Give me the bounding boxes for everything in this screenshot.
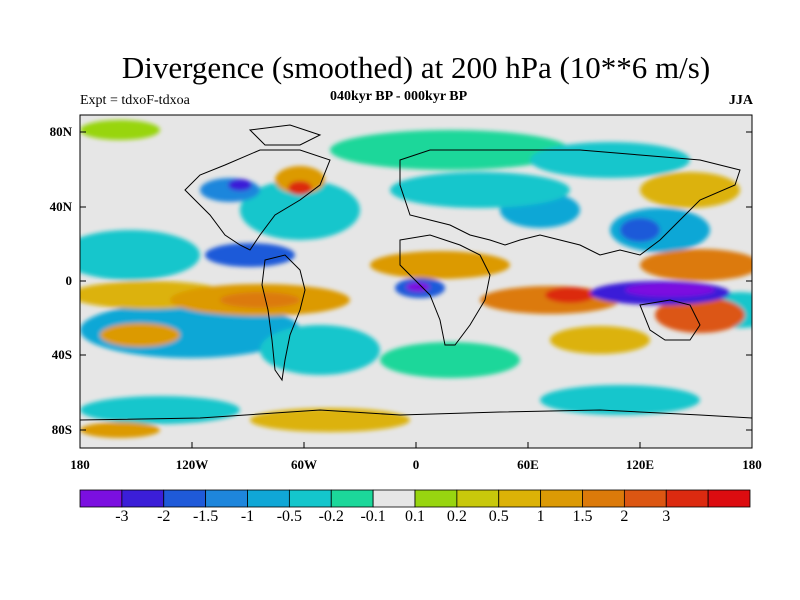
- colorbar-label: 1: [536, 508, 545, 525]
- colorbar-swatch: [665, 489, 709, 508]
- colorbar-label: 2: [620, 508, 629, 525]
- lat-tick-80n: 80N: [49, 124, 72, 139]
- colorbar-swatch: [205, 489, 248, 508]
- lon-tick-180e: 180: [742, 457, 762, 472]
- lat-tick-0: 0: [65, 273, 73, 288]
- lon-tick-60e: 60E: [517, 457, 539, 472]
- colorbar-swatch: [707, 489, 751, 508]
- colorbar-label: -3: [115, 508, 129, 525]
- colorbar-swatch: [623, 489, 667, 508]
- lat-tick-40n: 40N: [49, 199, 72, 214]
- lon-tick-120e: 120E: [625, 457, 655, 472]
- colorbar-swatch: [247, 489, 290, 508]
- colorbar-swatch: [330, 489, 374, 508]
- colorbar-swatch: [163, 489, 207, 508]
- colorbar-swatch: [288, 489, 332, 508]
- colorbar-label: 0.1: [405, 508, 425, 525]
- period-label: 040kyr BP - 000kyr BP: [330, 89, 468, 104]
- colorbar-swatch: [582, 489, 625, 508]
- colorbar-swatch: [456, 489, 500, 508]
- colorbar-swatch: [121, 489, 165, 508]
- season-label: JJA: [728, 93, 753, 108]
- map-field: [80, 115, 752, 448]
- colorbar-label: -1.5: [192, 508, 219, 525]
- colorbar-swatch: [79, 489, 123, 508]
- colorbar-label: -0.1: [360, 508, 386, 525]
- colorbar-label: -2: [157, 508, 171, 525]
- colorbar-label: 3: [662, 508, 671, 525]
- colorbar-label: 0.2: [446, 508, 467, 525]
- plot-title: Divergence (smoothed) at 200 hPa (10**6 …: [121, 50, 711, 85]
- colorbar-label: -0.2: [318, 508, 344, 525]
- colorbar-swatch: [414, 489, 458, 508]
- lon-tick-180w: 180: [70, 457, 90, 472]
- lon-tick-60w: 60W: [291, 457, 317, 472]
- colorbar: [79, 489, 751, 508]
- colorbar-label: -1: [240, 508, 255, 525]
- experiment-label: Expt = tdxoF-tdxoa: [80, 93, 190, 108]
- lat-tick-40s: 40S: [51, 347, 72, 362]
- colorbar-swatch: [540, 489, 583, 508]
- lat-tick-80s: 80S: [51, 422, 72, 437]
- lon-tick-0: 0: [412, 457, 420, 472]
- colorbar-label: 1.5: [572, 508, 593, 525]
- colorbar-swatch: [498, 489, 542, 508]
- colorbar-label: 0.5: [488, 508, 509, 525]
- lon-tick-120w: 120W: [175, 457, 209, 472]
- colorbar-label: -0.5: [276, 508, 303, 525]
- colorbar-swatch: [372, 489, 416, 508]
